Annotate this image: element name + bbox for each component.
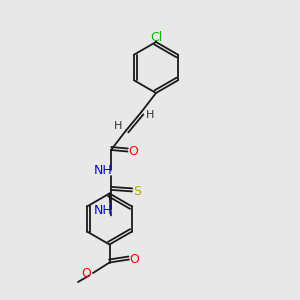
- Text: H: H: [146, 110, 154, 121]
- Text: Cl: Cl: [150, 31, 162, 44]
- Text: O: O: [130, 253, 139, 266]
- Text: NH: NH: [94, 204, 113, 218]
- Text: H: H: [114, 121, 123, 131]
- Text: S: S: [134, 185, 141, 198]
- Text: O: O: [128, 145, 138, 158]
- Text: O: O: [82, 267, 91, 280]
- Text: NH: NH: [94, 164, 113, 178]
